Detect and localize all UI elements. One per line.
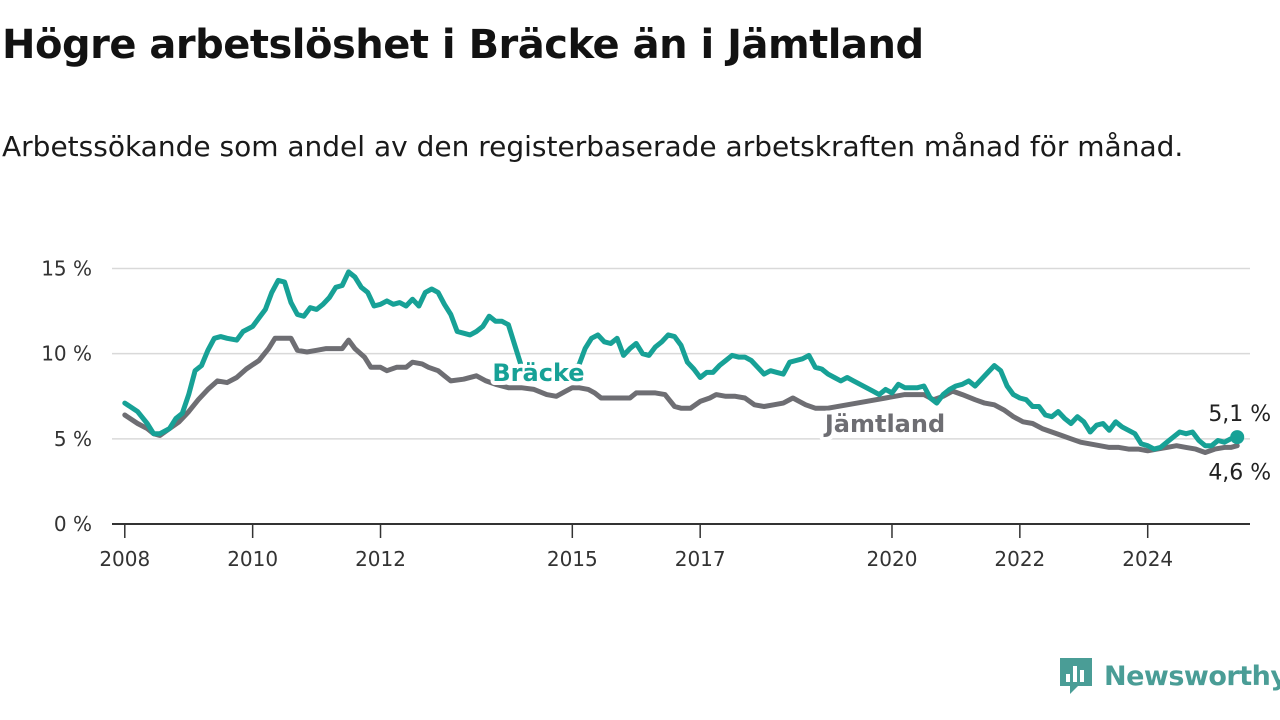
y-axis: 0 % 5 % 10 % 15 % [41, 257, 92, 536]
x-axis: 2008 2010 2012 2015 2017 2020 2022 2024 [99, 523, 1250, 571]
series-layer [122, 269, 1245, 455]
end-label-jamtland: 4,6 % [1208, 461, 1271, 486]
x-tick-label: 2008 [99, 547, 150, 571]
y-tick-label: 10 % [41, 342, 92, 366]
end-point-marker [1230, 430, 1245, 445]
y-tick-label: 0 % [54, 512, 92, 536]
series-line-bracke [122, 269, 1240, 452]
x-tick-label: 2020 [867, 547, 918, 571]
series-line-jamtland [122, 335, 1240, 455]
end-label-bracke: 5,1 % [1208, 402, 1271, 427]
y-tick-label: 5 % [54, 427, 92, 451]
x-tick-label: 2012 [355, 547, 406, 571]
series-label-bracke: Bräcke [492, 359, 584, 387]
x-tick-label: 2015 [547, 547, 598, 571]
grid-layer [112, 267, 1250, 440]
newsworthy-logo-icon [1060, 658, 1092, 694]
page-subtitle: Arbetssökande som andel av den registerb… [2, 130, 1184, 163]
brand-name: Newsworthy [1104, 660, 1280, 692]
newsworthy-logo[interactable]: Newsworthy [1058, 654, 1280, 698]
x-tick-label: 2024 [1122, 547, 1173, 571]
series-label-jamtland: Jämtland [823, 410, 945, 438]
x-tick-label: 2017 [675, 547, 726, 571]
y-tick-label: 15 % [41, 257, 92, 281]
page-title: Högre arbetslöshet i Bräcke än i Jämtlan… [2, 22, 924, 68]
label-layer: Bräcke Jämtland 5,1 % 4,6 % [488, 355, 1271, 486]
x-tick-label: 2022 [994, 547, 1045, 571]
x-tick-label: 2010 [227, 547, 278, 571]
